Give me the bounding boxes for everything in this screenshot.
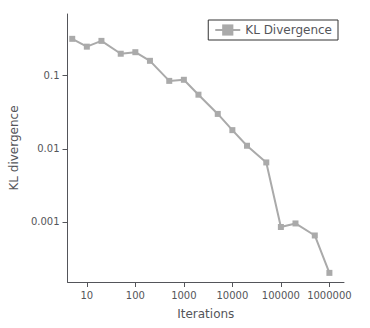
svg-text:10: 10 — [80, 290, 93, 301]
svg-text:100000: 100000 — [262, 290, 300, 301]
svg-text:10000: 10000 — [216, 290, 248, 301]
svg-text:1000: 1000 — [171, 290, 196, 301]
svg-text:KL divergence: KL divergence — [7, 105, 21, 190]
svg-text:0.001: 0.001 — [31, 216, 60, 227]
svg-text:100: 100 — [126, 290, 145, 301]
svg-text:1000000: 1000000 — [307, 290, 352, 301]
svg-text:0.1: 0.1 — [44, 70, 60, 81]
svg-text:0.01: 0.01 — [37, 143, 59, 154]
svg-text:Iterations: Iterations — [177, 307, 234, 321]
svg-text:KL Divergence: KL Divergence — [245, 23, 332, 37]
